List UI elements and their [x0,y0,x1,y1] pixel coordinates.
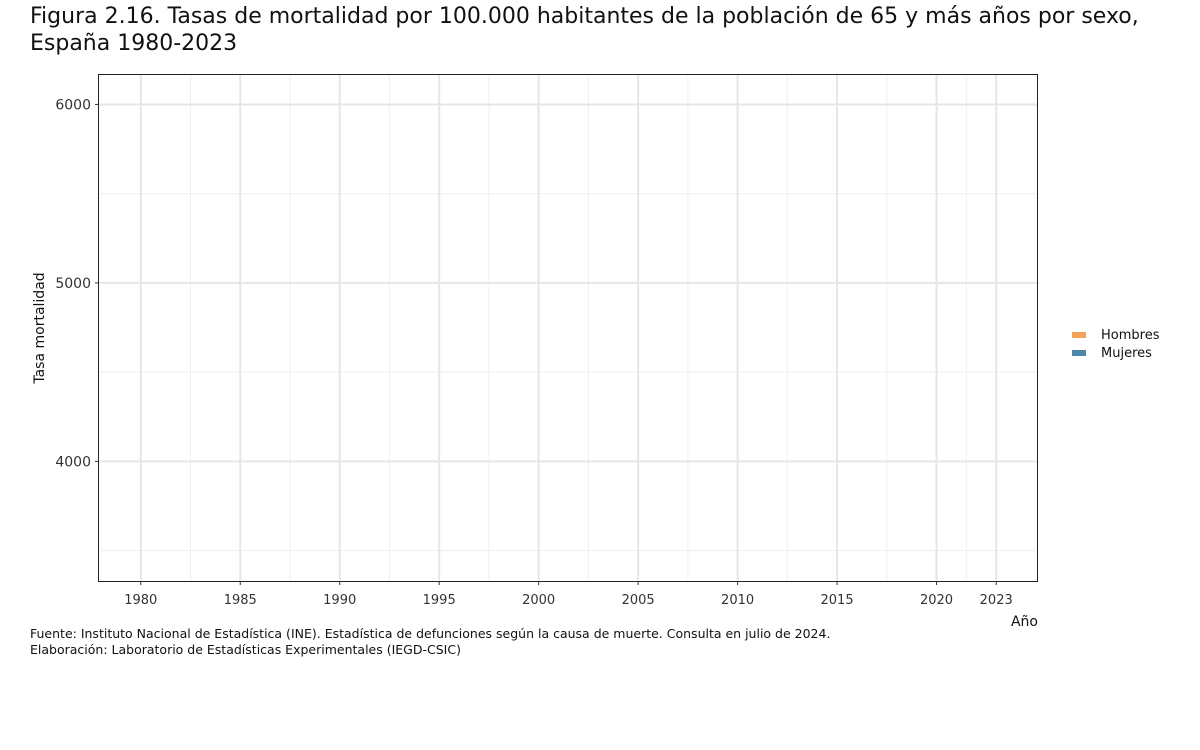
plot-panel-border [98,74,1038,582]
legend-label-hombres: Hombres [1101,327,1160,343]
chart-title: Figura 2.16. Tasas de mortalidad por 100… [30,3,1170,57]
chart-title-line-2: España 1980-2023 [30,31,238,56]
legend-swatch-hombres [1072,332,1086,338]
x-tick-label: 2000 [522,593,555,608]
legend-swatch-mujeres [1072,350,1086,356]
chart-caption: Fuente: Instituto Nacional de Estadístic… [30,626,830,658]
y-tick-label: 6000 [55,97,91,113]
minor-gridlines [99,75,1037,581]
legend-item-hombres: Hombres [1072,326,1159,344]
x-tick-label: 1990 [323,593,356,608]
x-tick-label: 2005 [622,593,655,608]
major-gridlines [99,75,1037,581]
x-tick-label: 1980 [124,593,157,608]
x-tick-label: 2020 [920,593,953,608]
caption-source: Fuente: Instituto Nacional de Estadístic… [30,626,831,641]
x-tick-label: 1985 [224,593,257,608]
x-tick-label: 1995 [423,593,456,608]
legend-label-mujeres: Mujeres [1101,345,1152,361]
y-axis: 4000 5000 6000 [55,97,99,470]
x-tick-label: 2023 [980,593,1013,608]
legend-item-mujeres: Mujeres [1072,344,1159,362]
x-axis: 1980 1985 1990 1995 2000 2005 2010 2015 2020 2023 [124,581,1013,608]
x-tick-label: 2010 [721,593,754,608]
caption-credit: Elaboración: Laboratorio de Estadísticas… [30,642,461,657]
chart-title-line-1: Figura 2.16. Tasas de mortalidad por 100… [30,4,1139,29]
y-axis-label: Tasa mortalidad [32,272,48,384]
y-tick-label: 5000 [55,276,91,292]
legend: Hombres Mujeres [1072,326,1159,362]
x-axis-label: Año [1011,614,1038,630]
y-tick-label: 4000 [55,454,91,470]
x-tick-label: 2015 [821,593,854,608]
